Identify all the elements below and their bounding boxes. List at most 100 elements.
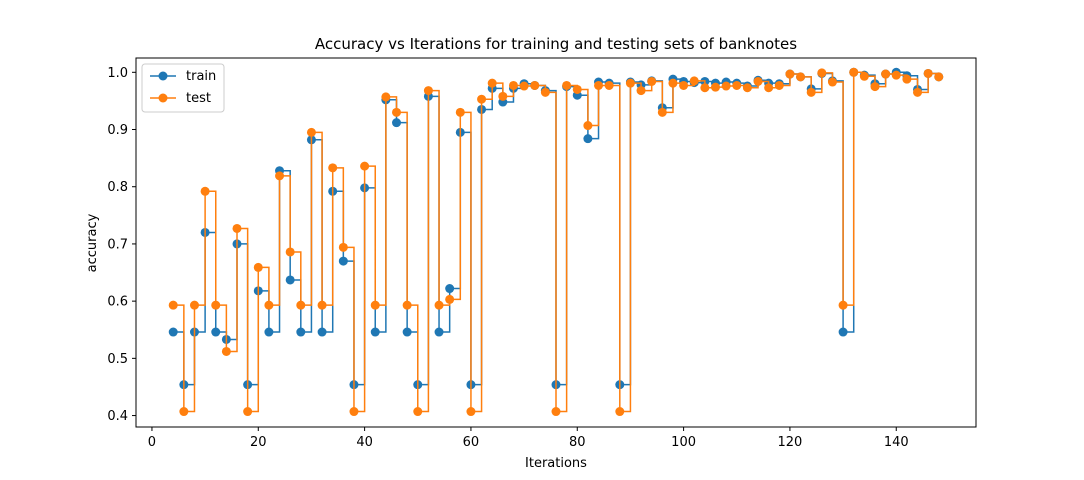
data-point-test (891, 70, 901, 80)
y-tick-label: 0.8 (107, 180, 128, 195)
data-point-test (679, 80, 689, 90)
y-tick-label: 0.5 (107, 352, 128, 367)
x-tick-label: 60 (463, 435, 480, 450)
data-point-test (243, 407, 253, 417)
data-point-test (338, 242, 348, 252)
data-point-test (434, 300, 444, 310)
data-point-test (519, 81, 529, 91)
data-point-train (296, 327, 306, 337)
data-point-test (445, 294, 455, 304)
data-point-test (849, 67, 859, 77)
data-point-test (934, 72, 944, 82)
x-tick-label: 40 (356, 435, 373, 450)
data-point-test (806, 87, 816, 97)
data-point-test (636, 86, 646, 96)
data-point-test (583, 121, 593, 131)
data-point-test (700, 83, 710, 93)
data-point-train (370, 327, 380, 337)
data-point-test (817, 68, 827, 78)
data-point-test (625, 78, 635, 88)
data-point-train (583, 134, 593, 144)
x-tick-label: 20 (250, 435, 267, 450)
data-point-test (647, 76, 657, 86)
data-point-train (168, 327, 178, 337)
data-point-test (827, 77, 837, 87)
data-point-test (615, 407, 625, 417)
data-point-test (466, 407, 476, 417)
legend-marker-train (158, 71, 168, 81)
data-point-train (211, 327, 221, 337)
data-point-train (445, 284, 455, 294)
data-point-test (413, 407, 423, 417)
plot-frame (135, 57, 977, 428)
legend-label-test: test (186, 91, 211, 106)
y-tick-label: 0.4 (107, 409, 128, 424)
data-point-test (317, 300, 327, 310)
data-point-test (923, 68, 933, 78)
data-point-test (508, 80, 518, 90)
data-point-test (859, 71, 869, 81)
data-point-test (296, 300, 306, 310)
data-point-test (477, 94, 487, 104)
data-point-test (328, 163, 338, 173)
data-point-test (211, 300, 221, 310)
y-tick-label: 0.6 (107, 295, 128, 310)
y-tick-label: 0.7 (107, 237, 128, 252)
data-point-test (785, 69, 795, 79)
data-point-test (902, 74, 912, 84)
data-point-test (540, 87, 550, 97)
data-point-test (881, 69, 891, 79)
x-axis: 0 20 40 60 80 100 120 140 (148, 427, 909, 450)
data-point-test (221, 346, 231, 356)
data-point-test (168, 300, 178, 310)
data-point-test (349, 407, 359, 417)
legend-label-train: train (186, 69, 216, 84)
data-point-test (487, 78, 497, 88)
data-point-test (232, 223, 242, 233)
y-tick-label: 1.0 (107, 66, 128, 81)
data-point-test (594, 80, 604, 90)
data-point-train (434, 327, 444, 337)
data-point-test (742, 83, 752, 93)
legend-marker-test (158, 93, 168, 103)
x-tick-label: 0 (148, 435, 156, 450)
data-point-test (264, 300, 274, 310)
data-point-test (764, 83, 774, 93)
data-point-test (796, 72, 806, 82)
data-point-test (306, 127, 316, 137)
data-point-test (870, 82, 880, 92)
series-markers-test (168, 67, 944, 417)
data-point-test (732, 80, 742, 90)
y-axis: 0.4 0.5 0.6 0.7 0.8 0.9 1.0 (107, 66, 136, 424)
x-tick-label: 120 (778, 435, 803, 450)
data-point-test (530, 80, 540, 90)
x-tick-label: 140 (884, 435, 909, 450)
data-point-test (689, 76, 699, 86)
data-point-test (360, 161, 370, 171)
data-point-test (275, 171, 285, 181)
data-point-test (668, 78, 678, 88)
data-point-test (774, 80, 784, 90)
data-point-test (657, 107, 667, 117)
legend: train test (141, 63, 225, 113)
y-axis-label: accuracy (85, 213, 100, 272)
data-point-test (423, 86, 433, 96)
data-point-test (753, 76, 763, 86)
data-point-train (402, 327, 412, 337)
data-point-test (189, 300, 199, 310)
data-point-train (338, 256, 348, 266)
data-point-test (913, 87, 923, 97)
data-point-train (317, 327, 327, 337)
data-point-train (392, 118, 402, 128)
x-tick-label: 100 (671, 435, 696, 450)
x-axis-label: Iterations (525, 456, 587, 471)
plot-area (168, 67, 944, 417)
data-point-test (551, 407, 561, 417)
x-tick-label: 80 (569, 435, 586, 450)
data-point-test (179, 407, 189, 417)
data-point-test (838, 300, 848, 310)
data-point-test (253, 262, 263, 272)
data-point-test (498, 91, 508, 101)
y-tick-label: 0.9 (107, 123, 128, 138)
